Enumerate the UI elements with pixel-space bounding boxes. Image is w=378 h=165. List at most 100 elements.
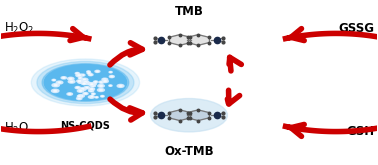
Circle shape bbox=[84, 82, 87, 83]
Circle shape bbox=[95, 70, 100, 72]
Circle shape bbox=[104, 81, 107, 82]
Polygon shape bbox=[169, 35, 191, 45]
Circle shape bbox=[119, 85, 122, 86]
Circle shape bbox=[81, 89, 84, 90]
Circle shape bbox=[89, 83, 94, 85]
Circle shape bbox=[81, 78, 88, 81]
Circle shape bbox=[88, 90, 94, 92]
Circle shape bbox=[85, 82, 87, 83]
Circle shape bbox=[81, 81, 86, 83]
Circle shape bbox=[89, 88, 94, 90]
Circle shape bbox=[52, 84, 59, 87]
Text: $\rm H_2O$: $\rm H_2O$ bbox=[4, 121, 29, 136]
Circle shape bbox=[150, 99, 228, 132]
Circle shape bbox=[102, 78, 108, 81]
Circle shape bbox=[79, 81, 83, 82]
Circle shape bbox=[90, 74, 91, 75]
Circle shape bbox=[69, 94, 71, 95]
Circle shape bbox=[58, 82, 61, 83]
Circle shape bbox=[83, 83, 85, 84]
Circle shape bbox=[78, 81, 82, 83]
Circle shape bbox=[79, 90, 82, 91]
Circle shape bbox=[78, 75, 81, 76]
Text: Ox-TMB: Ox-TMB bbox=[164, 145, 214, 158]
Circle shape bbox=[68, 77, 74, 80]
Circle shape bbox=[76, 74, 82, 77]
Circle shape bbox=[83, 83, 85, 84]
Circle shape bbox=[93, 83, 95, 84]
Circle shape bbox=[101, 96, 104, 97]
Circle shape bbox=[79, 82, 81, 83]
Circle shape bbox=[81, 82, 85, 83]
Circle shape bbox=[52, 79, 56, 81]
Circle shape bbox=[51, 89, 59, 93]
Circle shape bbox=[109, 71, 112, 73]
Circle shape bbox=[102, 96, 103, 97]
Circle shape bbox=[91, 82, 96, 85]
Circle shape bbox=[75, 72, 79, 74]
Circle shape bbox=[85, 82, 86, 83]
Circle shape bbox=[102, 80, 108, 82]
Circle shape bbox=[109, 75, 114, 78]
Circle shape bbox=[78, 95, 84, 97]
Circle shape bbox=[82, 82, 86, 84]
Circle shape bbox=[99, 81, 104, 83]
Circle shape bbox=[84, 82, 87, 83]
Circle shape bbox=[99, 89, 102, 91]
Circle shape bbox=[95, 97, 98, 98]
Polygon shape bbox=[169, 110, 191, 121]
Circle shape bbox=[93, 81, 98, 83]
Circle shape bbox=[82, 75, 84, 76]
Circle shape bbox=[83, 81, 84, 82]
Circle shape bbox=[91, 89, 93, 90]
Circle shape bbox=[77, 87, 79, 88]
Circle shape bbox=[88, 74, 93, 76]
Circle shape bbox=[42, 64, 129, 101]
Circle shape bbox=[98, 88, 104, 92]
Circle shape bbox=[31, 59, 139, 106]
Circle shape bbox=[87, 71, 90, 72]
Circle shape bbox=[85, 82, 88, 84]
Circle shape bbox=[37, 61, 134, 104]
Circle shape bbox=[84, 82, 89, 84]
Circle shape bbox=[78, 77, 82, 79]
Circle shape bbox=[70, 78, 72, 79]
Circle shape bbox=[82, 82, 87, 84]
Circle shape bbox=[79, 88, 86, 91]
Circle shape bbox=[83, 81, 85, 82]
Circle shape bbox=[90, 83, 95, 85]
Circle shape bbox=[77, 90, 84, 92]
Circle shape bbox=[78, 81, 81, 82]
Text: $\rm H_2O_2$: $\rm H_2O_2$ bbox=[4, 21, 34, 36]
Text: GSH: GSH bbox=[346, 125, 374, 138]
Circle shape bbox=[88, 96, 94, 98]
Circle shape bbox=[84, 81, 88, 83]
Circle shape bbox=[110, 85, 111, 86]
Circle shape bbox=[68, 80, 75, 83]
Text: GSSG: GSSG bbox=[338, 22, 374, 35]
Circle shape bbox=[80, 95, 82, 97]
Circle shape bbox=[88, 83, 91, 84]
Circle shape bbox=[80, 74, 85, 76]
Circle shape bbox=[82, 81, 86, 82]
Circle shape bbox=[90, 96, 94, 97]
Circle shape bbox=[82, 82, 84, 83]
Circle shape bbox=[54, 90, 57, 92]
Circle shape bbox=[67, 93, 73, 95]
Circle shape bbox=[79, 96, 80, 97]
Circle shape bbox=[82, 81, 89, 84]
Circle shape bbox=[88, 71, 89, 72]
Circle shape bbox=[91, 84, 93, 85]
Circle shape bbox=[44, 65, 127, 100]
Circle shape bbox=[77, 80, 82, 82]
Circle shape bbox=[54, 84, 57, 86]
Circle shape bbox=[104, 79, 106, 80]
Text: TMB: TMB bbox=[175, 5, 203, 18]
Circle shape bbox=[96, 71, 98, 72]
Circle shape bbox=[56, 81, 63, 84]
Circle shape bbox=[109, 85, 112, 86]
Circle shape bbox=[70, 81, 73, 82]
Circle shape bbox=[61, 77, 67, 79]
Text: NS-CQDS: NS-CQDS bbox=[60, 120, 110, 130]
Circle shape bbox=[90, 96, 93, 98]
